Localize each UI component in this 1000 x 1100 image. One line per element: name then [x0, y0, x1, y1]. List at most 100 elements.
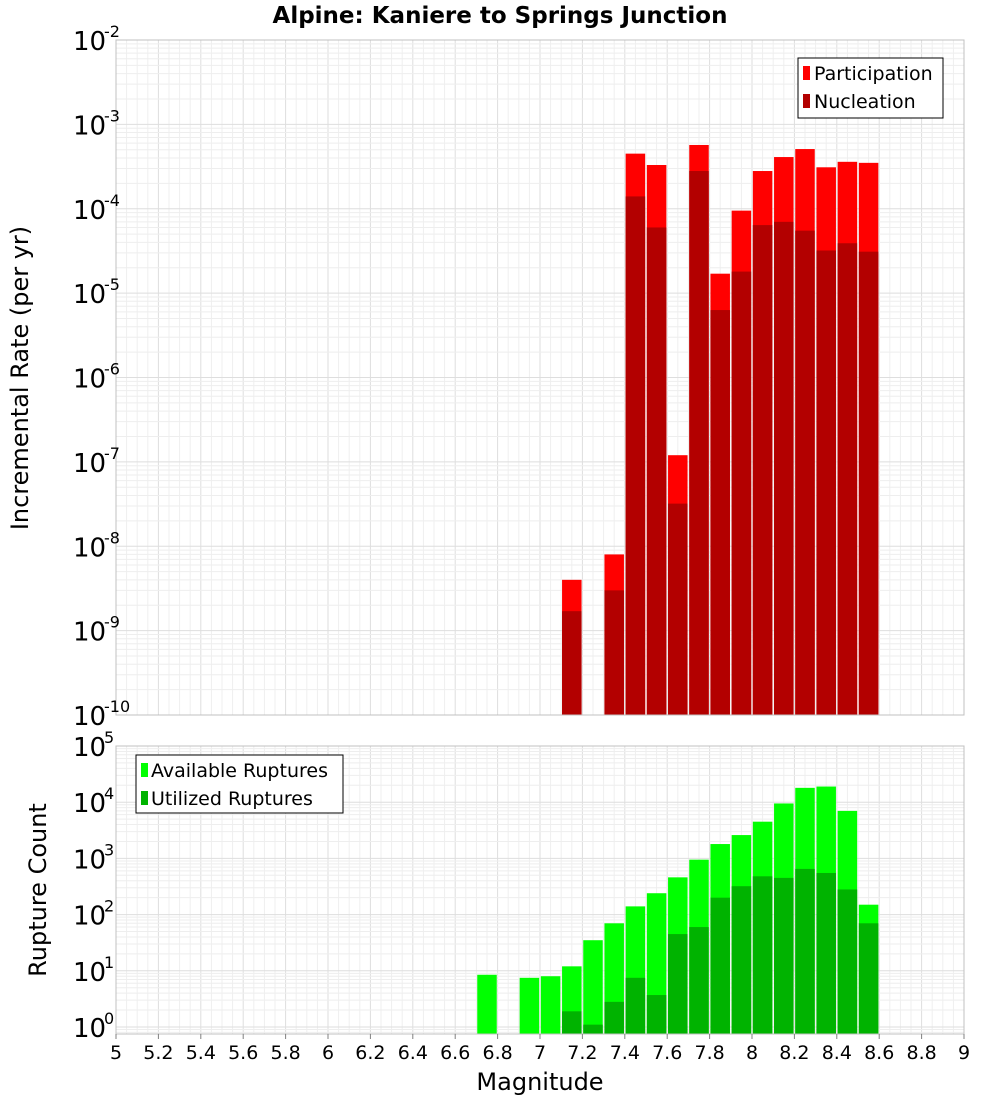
x-tick-label: 7.6: [652, 1042, 682, 1064]
bar-utilized-ruptures-8.35: [816, 872, 836, 1034]
y-tick-base: 10: [73, 449, 106, 479]
bar-available-ruptures-6.95: [519, 977, 540, 1034]
y-tick-base: 10: [73, 618, 106, 648]
count-y-tick-label: 102: [73, 897, 114, 932]
rate-grid: [115, 39, 965, 716]
bar-nucleation-7.65: [668, 503, 688, 715]
y-tick-base: 10: [73, 1014, 106, 1044]
count-y-tick-label: 100: [73, 1009, 114, 1044]
y-tick-base: 10: [73, 702, 106, 732]
bar-nucleation-8.35: [816, 250, 836, 715]
count-legend: Available Ruptures Utilized Ruptures: [135, 754, 344, 814]
y-tick-exponent: -6: [104, 360, 120, 379]
legend-swatch-available: [141, 763, 148, 777]
y-tick-base: 10: [73, 365, 106, 395]
legend-label-nucleation: Nucleation: [814, 91, 916, 113]
legend-swatch-nucleation: [803, 94, 810, 108]
rate-y-tick-label: 10-5: [73, 275, 120, 310]
y-tick-exponent: 1: [104, 953, 114, 972]
x-tick-label: 8.4: [822, 1042, 852, 1064]
x-tick-label: 5.6: [228, 1042, 258, 1064]
y-tick-exponent: -9: [104, 613, 120, 632]
x-tick-label: 7: [534, 1042, 546, 1064]
bar-nucleation-8.25: [795, 230, 815, 715]
y-tick-exponent: -10: [104, 697, 130, 716]
bar-utilized-ruptures-8.45: [837, 889, 858, 1034]
rate-y-tick-label: 10-3: [73, 106, 120, 141]
count-legend-box: [135, 754, 344, 814]
y-tick-exponent: -3: [104, 106, 120, 125]
y-tick-exponent: -8: [104, 528, 120, 547]
rate-y-tick-label: 10-7: [73, 444, 120, 479]
rate-y-tick-label: 10-8: [73, 528, 120, 563]
bar-utilized-ruptures-7.95: [731, 886, 752, 1034]
y-tick-base: 10: [73, 845, 106, 875]
rate-y-tick-label: 10-4: [73, 191, 120, 226]
legend-label-available: Available Ruptures: [151, 760, 328, 782]
bar-nucleation-7.95: [731, 271, 752, 715]
rate-y-tick-label: 10-2: [73, 22, 120, 57]
chart-title: Alpine: Kaniere to Springs Junction: [273, 3, 728, 29]
count-y-tick-label: 104: [73, 784, 114, 819]
rate-y-tick-label: 10-9: [73, 613, 120, 648]
x-tick-label: 7.8: [694, 1042, 724, 1064]
bar-utilized-ruptures-7.15: [562, 1011, 582, 1034]
y-tick-exponent: 0: [104, 1009, 114, 1028]
x-tick-label: 5: [110, 1042, 122, 1064]
y-tick-exponent: -2: [104, 22, 120, 41]
bar-nucleation-8.05: [752, 225, 773, 715]
count-y-tick-label: 103: [73, 840, 114, 875]
bar-utilized-ruptures-7.55: [646, 995, 667, 1034]
legend-swatch-utilized: [141, 791, 148, 805]
bar-utilized-ruptures-7.35: [604, 1001, 624, 1034]
x-tick-label: 9: [958, 1042, 970, 1064]
y-tick-exponent: 5: [104, 728, 114, 747]
rate-y-tick-label: 10-6: [73, 360, 120, 395]
rate-y-axis-label: Incremental Rate (per yr): [6, 226, 34, 530]
bar-nucleation-7.85: [710, 310, 730, 715]
x-tick-label: 5.2: [143, 1042, 173, 1064]
legend-label-utilized: Utilized Ruptures: [151, 788, 313, 810]
bar-utilized-ruptures-8.55: [858, 923, 879, 1034]
x-tick-label: 5.8: [270, 1042, 300, 1064]
bar-available-ruptures-7.05: [540, 976, 561, 1034]
y-tick-base: 10: [73, 280, 106, 310]
magnitude-x-axis-label: Magnitude: [476, 1068, 603, 1096]
bar-nucleation-8.45: [837, 243, 858, 716]
bar-utilized-ruptures-8.15: [774, 877, 794, 1034]
y-tick-exponent: -7: [104, 444, 120, 463]
rate-legend-box: [797, 57, 944, 119]
y-tick-exponent: -4: [104, 191, 120, 210]
x-tick-label: 6.2: [355, 1042, 385, 1064]
bar-utilized-ruptures-8.25: [795, 868, 815, 1034]
y-tick-exponent: 4: [104, 784, 114, 803]
count-y-tick-label: 101: [73, 953, 114, 988]
x-tick-label: 8.6: [864, 1042, 894, 1064]
legend-swatch-participation: [803, 66, 810, 80]
x-tick-label: 8.8: [906, 1042, 936, 1064]
y-tick-base: 10: [73, 533, 106, 563]
bar-utilized-ruptures-8.05: [752, 876, 773, 1034]
y-tick-base: 10: [73, 902, 106, 932]
bar-nucleation-7.55: [646, 227, 667, 715]
y-tick-exponent: -5: [104, 275, 120, 294]
y-tick-base: 10: [73, 733, 106, 763]
count-y-tick-label: 105: [73, 728, 114, 763]
x-tick-label: 6.8: [482, 1042, 512, 1064]
magnitude-x-ticks: 5 5.2 5.4 5.6 5.8 6 6.2 6.4 6.6 6.8 7 7.2 7.4 7.6 7.8 8…: [110, 1034, 970, 1064]
bar-available-ruptures-7.25: [583, 940, 603, 1034]
legend-label-participation: Participation: [814, 63, 933, 85]
y-tick-base: 10: [73, 789, 106, 819]
rate-bars: [562, 144, 879, 716]
bar-utilized-ruptures-7.85: [710, 897, 730, 1034]
bar-utilized-ruptures-7.75: [689, 927, 709, 1034]
y-tick-exponent: 3: [104, 840, 114, 859]
y-tick-base: 10: [73, 27, 106, 57]
bar-available-ruptures-6.75: [477, 974, 497, 1034]
bar-nucleation-7.35: [604, 590, 624, 715]
count-y-axis-label: Rupture Count: [24, 803, 52, 977]
y-tick-base: 10: [73, 111, 106, 141]
